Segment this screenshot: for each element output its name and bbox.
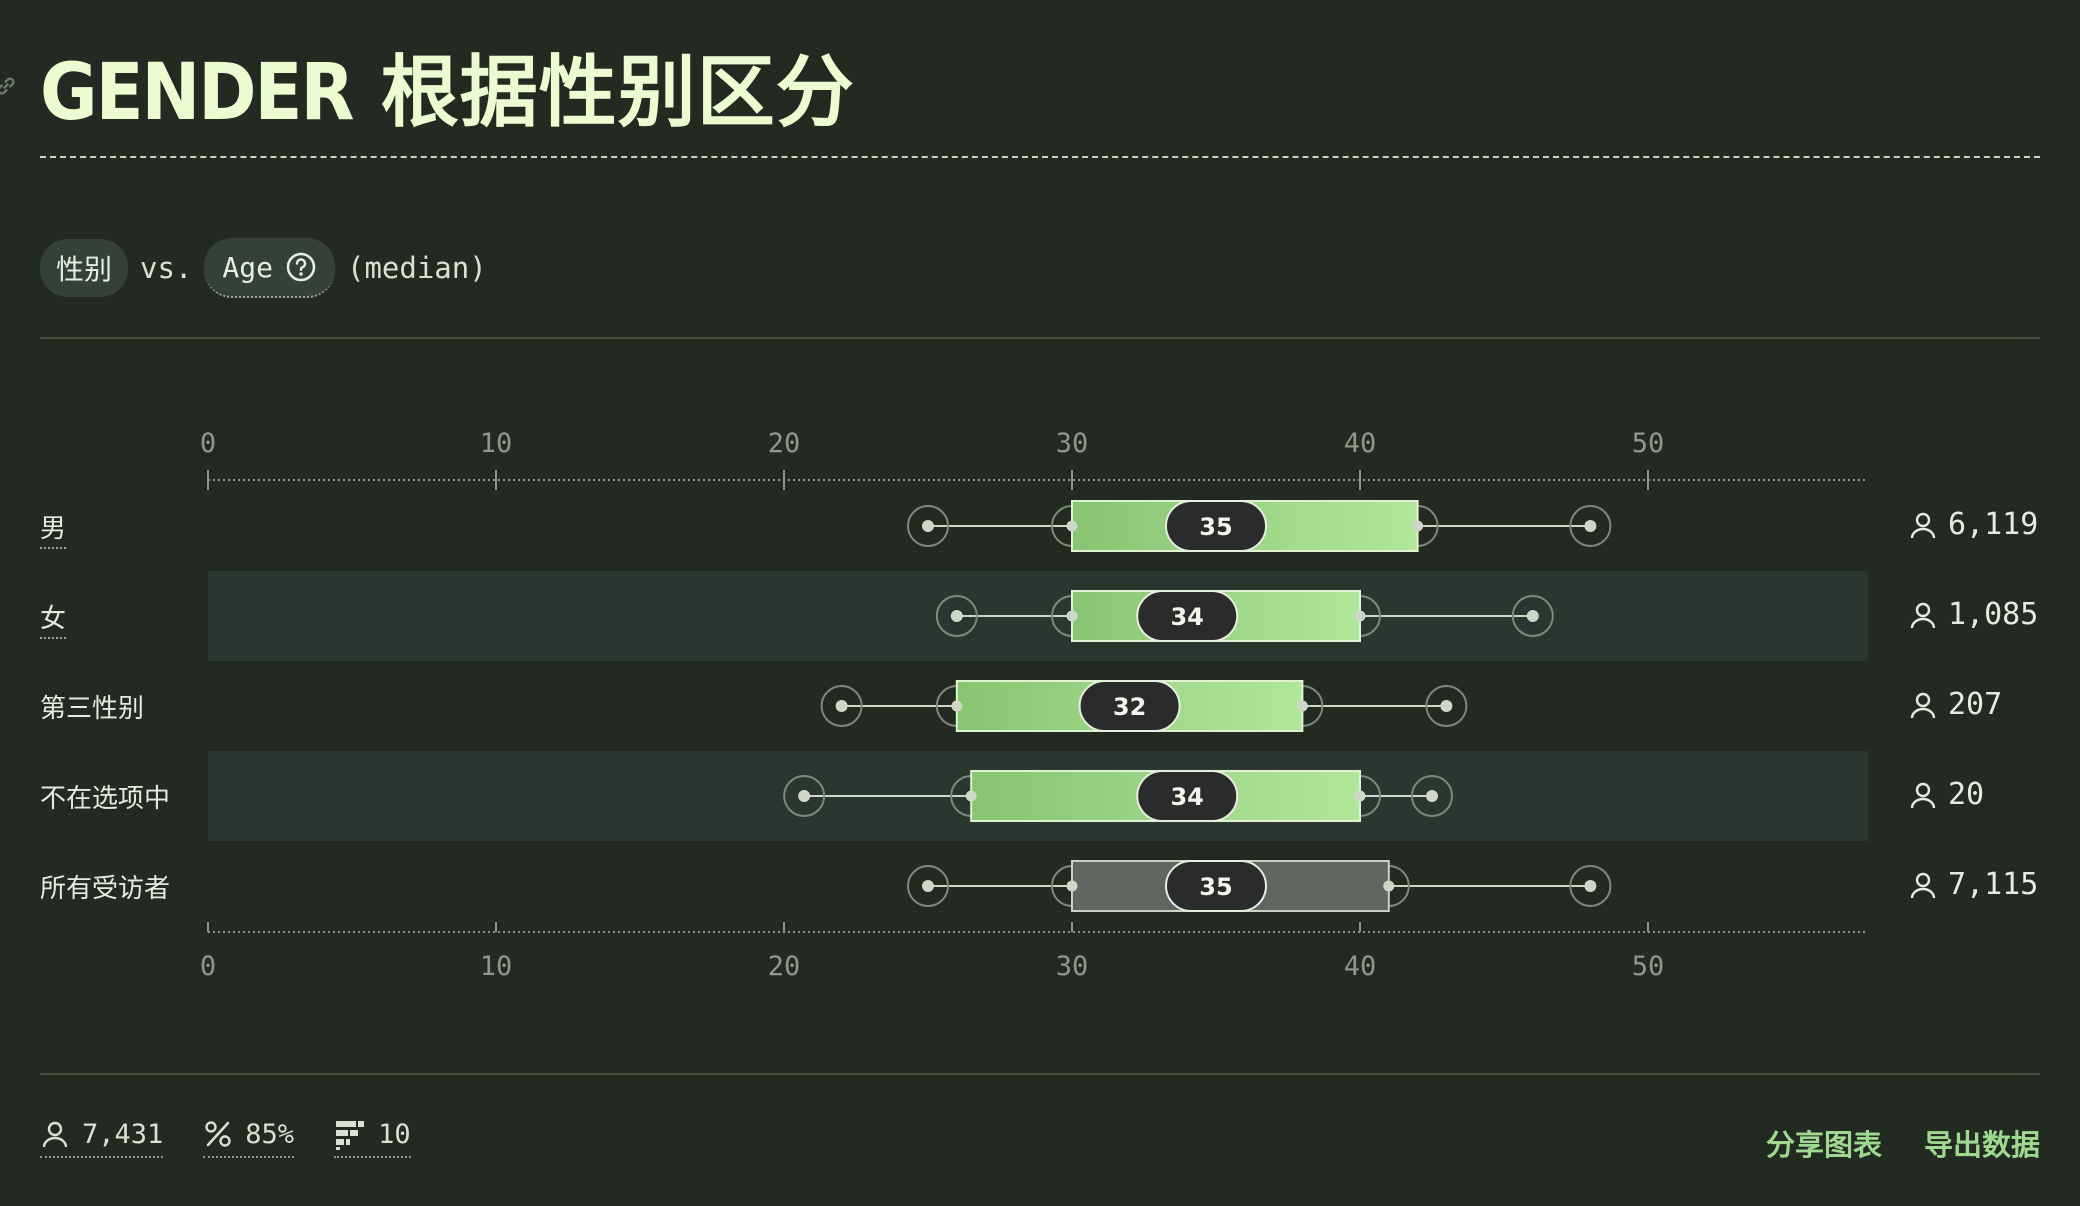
person-icon [1908,600,1938,630]
row-label: 不在选项中 [40,778,170,815]
axis-tick-label: 40 [1344,951,1377,982]
median-label: 34 [1170,783,1203,811]
row-count: 6,119 [1908,507,2038,542]
respondents-stat[interactable]: 7,431 [40,1118,163,1158]
link-icon[interactable] [0,72,20,100]
metric-label: Age [222,251,273,284]
page-title: GENDER 根据性别区分 [40,30,855,142]
person-icon [1908,870,1938,900]
box-row: 35 [908,501,1610,551]
axis-tick-label: 10 [480,951,513,982]
footer-stats: 7,431 85% 10 [40,1118,411,1158]
row-label: 第三性别 [40,688,144,725]
row-label[interactable]: 男 [40,508,66,549]
share-chart-link[interactable]: 分享图表 [1766,1122,1882,1164]
axis-tick-label: 20 [768,951,801,982]
percent-stat[interactable]: 85% [203,1118,294,1158]
whisker-max-dot [1440,700,1452,712]
row-count-value: 7,115 [1948,867,2038,902]
questions-icon [334,1118,366,1150]
row-count-value: 20 [1948,777,1984,812]
q1-dot [1067,611,1078,622]
whisker-min-dot [922,520,934,532]
whisker-max-dot [1527,610,1539,622]
respondents-value: 7,431 [82,1119,163,1150]
axis-tick-label: 20 [768,428,801,459]
percent-icon [203,1119,233,1149]
axis-tick-label: 10 [480,428,513,459]
boxplot-chart: 0 10 20 30 40 50 0 10 20 30 40 50 35 34 32 34 35 [0,420,2080,1020]
row-count: 1,085 [1908,597,2038,632]
footer-actions: 分享图表 导出数据 [1766,1122,2040,1164]
whisker-min-dot [836,700,848,712]
row-label[interactable]: 女 [40,598,66,639]
whisker-max-dot [1426,790,1438,802]
title-divider [40,156,2040,158]
q1-dot [1067,881,1078,892]
person-icon [40,1119,70,1149]
q3-dot [1297,701,1308,712]
q1-dot [966,791,977,802]
q1-dot [1067,521,1078,532]
row-count: 207 [1908,687,2002,722]
axis-tick-label: 30 [1056,951,1089,982]
axis-tick-label: 50 [1632,951,1665,982]
stat-text: (median) [347,251,487,285]
footer-divider [40,1073,2040,1075]
axis-tick-label: 50 [1632,428,1665,459]
row-label: 所有受访者 [40,868,170,905]
row-count: 20 [1908,777,1984,812]
median-label: 35 [1199,873,1232,901]
row-count-value: 1,085 [1948,597,2038,632]
help-icon[interactable] [285,251,317,283]
axis-tick-label: 30 [1056,428,1089,459]
median-label: 32 [1113,693,1146,721]
q3-dot [1355,611,1366,622]
percent-value: 85% [245,1119,294,1150]
axis-tick-label: 40 [1344,428,1377,459]
q3-dot [1355,791,1366,802]
metric-pill[interactable]: Age [204,238,335,298]
questions-value: 10 [378,1119,411,1150]
median-label: 34 [1170,603,1203,631]
box-row: 35 [908,861,1610,911]
q3-dot [1412,521,1423,532]
page-title-en: GENDER [40,48,353,138]
row-count-value: 6,119 [1948,507,2038,542]
median-label: 35 [1199,513,1232,541]
axis-tick-label: 0 [200,428,216,459]
person-icon [1908,780,1938,810]
whisker-max-dot [1584,880,1596,892]
group-pill[interactable]: 性别 [40,239,128,297]
axis-tick-label: 0 [200,951,216,982]
header-divider [40,337,2040,339]
whisker-min-dot [951,610,963,622]
questions-stat[interactable]: 10 [334,1118,411,1158]
chart-subtitle: 性别 vs. Age (median) [40,238,487,298]
whisker-min-dot [798,790,810,802]
q3-dot [1383,881,1394,892]
vs-text: vs. [140,251,192,285]
person-icon [1908,510,1938,540]
box-row: 32 [822,681,1467,731]
row-count: 7,115 [1908,867,2038,902]
person-icon [1908,690,1938,720]
whisker-max-dot [1584,520,1596,532]
page-title-zh: 根据性别区分 [381,48,855,138]
q1-dot [951,701,962,712]
export-data-link[interactable]: 导出数据 [1924,1122,2040,1164]
row-count-value: 207 [1948,687,2002,722]
whisker-min-dot [922,880,934,892]
